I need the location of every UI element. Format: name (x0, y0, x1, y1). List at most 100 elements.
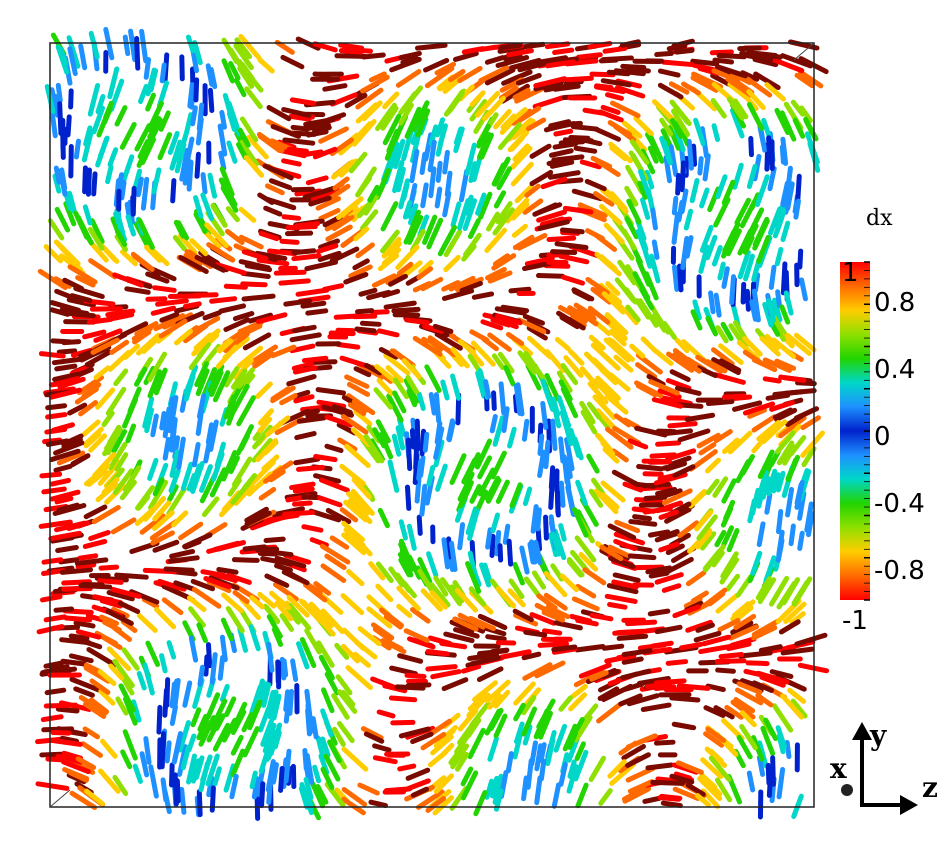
rod-glyph (162, 687, 169, 718)
colorbar-label-neg-0-8: -0.8 (874, 556, 925, 586)
rod-glyph (190, 460, 205, 494)
rod-glyph (433, 575, 449, 597)
rod-glyph (43, 702, 79, 709)
rod-glyph (74, 557, 109, 566)
rod-glyph (502, 523, 511, 545)
rod-glyph (53, 606, 75, 613)
rod-glyph (771, 472, 781, 494)
rod-glyph (240, 62, 256, 82)
rod-glyph (412, 335, 443, 357)
rod-glyph (43, 660, 64, 669)
rod-glyph (595, 375, 621, 401)
rod-glyph (614, 519, 641, 534)
rod-glyph (755, 670, 790, 685)
rod-glyph (558, 480, 566, 508)
rod-glyph (677, 428, 711, 443)
rod-glyph (609, 100, 641, 119)
rod-glyph (468, 161, 478, 184)
rod-glyph (53, 440, 85, 456)
rod-glyph (794, 479, 805, 510)
rod-glyph (252, 424, 273, 450)
rod-glyph (661, 462, 682, 471)
rod-glyph (105, 608, 134, 626)
rod-glyph (324, 553, 347, 570)
rod-glyph (699, 224, 714, 253)
rod-glyph (359, 320, 382, 327)
rod-glyph (360, 209, 379, 231)
rod-glyph (208, 66, 218, 90)
rod-glyph (207, 87, 215, 114)
rod-glyph (78, 400, 99, 417)
rod-glyph (422, 214, 438, 245)
rod-glyph (475, 192, 487, 216)
rod-glyph (510, 161, 534, 187)
rod-glyph-layer (35, 26, 830, 821)
rod-glyph (348, 264, 373, 279)
rod-glyph (771, 703, 794, 733)
rod-glyph (162, 436, 171, 461)
rod-glyph (237, 127, 251, 148)
rod-glyph (586, 453, 600, 474)
rod-glyph (762, 357, 792, 373)
rod-glyph (708, 755, 732, 782)
rod-glyph (613, 124, 637, 143)
rod-glyph (598, 788, 613, 806)
rod-glyph (147, 351, 168, 383)
rod-glyph (469, 701, 491, 728)
rod-glyph (122, 729, 138, 761)
rod-glyph (588, 334, 606, 351)
rod-glyph (372, 427, 387, 449)
rod-glyph (626, 693, 660, 707)
rod-glyph (684, 235, 694, 259)
rod-glyph (145, 296, 168, 302)
rod-glyph (473, 790, 488, 817)
rod-glyph (665, 378, 692, 391)
rod-glyph (490, 450, 507, 480)
rod-glyph (236, 345, 264, 369)
rod-glyph (296, 464, 325, 472)
rod-glyph (159, 62, 167, 84)
rod-glyph (529, 169, 554, 187)
rod-glyph (688, 489, 708, 509)
rod-glyph (523, 576, 542, 598)
rod-glyph (266, 614, 283, 639)
rod-glyph (114, 572, 149, 580)
rod-glyph (543, 570, 568, 598)
rod-glyph (428, 124, 439, 146)
rod-glyph (533, 539, 543, 566)
rod-glyph (409, 130, 422, 164)
rod-glyph (61, 759, 91, 775)
axis-label-z: z (922, 771, 938, 804)
rod-glyph (286, 374, 317, 387)
rod-glyph (239, 116, 259, 143)
rod-glyph (258, 230, 280, 242)
rod-glyph (310, 716, 319, 740)
rod-glyph (487, 270, 513, 284)
rod-glyph (83, 431, 102, 449)
rod-glyph (205, 753, 220, 787)
rod-glyph (642, 506, 673, 515)
rod-glyph (405, 374, 420, 395)
rod-glyph (662, 139, 674, 166)
rod-glyph (59, 306, 90, 316)
rod-glyph (120, 749, 133, 770)
rod-glyph (200, 192, 215, 222)
rod-glyph (405, 437, 413, 472)
rod-glyph (152, 285, 177, 293)
rod-glyph (120, 619, 138, 633)
rod-glyph (753, 71, 781, 91)
rod-glyph (199, 464, 213, 493)
colorbar-label-0-8: 0.8 (874, 288, 916, 318)
rod-glyph (193, 77, 200, 103)
rod-glyph (718, 652, 745, 660)
rod-glyph (749, 299, 758, 322)
rod-glyph (313, 453, 338, 463)
rod-glyph (564, 437, 575, 472)
rod-glyph (279, 238, 300, 245)
rod-glyph (354, 537, 373, 557)
rod-glyph (231, 383, 250, 414)
rod-glyph (548, 148, 574, 158)
rod-glyph (173, 580, 197, 592)
rod-glyph (395, 166, 406, 193)
